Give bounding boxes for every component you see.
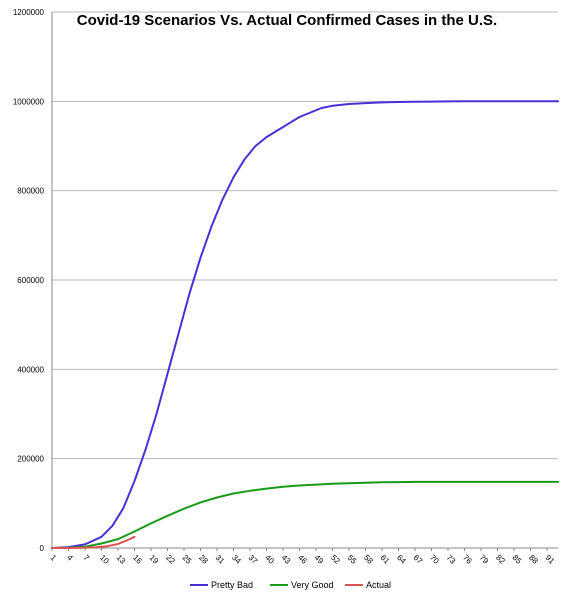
legend-label: Actual [366, 580, 391, 590]
x-tick-label: 7 [82, 553, 92, 563]
x-tick-label: 1 [49, 553, 59, 563]
y-tick-label: 1200000 [13, 8, 45, 17]
y-tick-label: 800000 [17, 187, 44, 196]
legend: Pretty Bad Very Good Actual [190, 580, 391, 590]
series-lines [51, 100, 559, 549]
y-tick-label: 400000 [17, 365, 44, 374]
series-line-pretty-bad [51, 100, 559, 549]
legend-label: Very Good [291, 580, 334, 590]
grid-lines [52, 11, 558, 549]
series-line-actual [51, 535, 136, 549]
y-tick-label: 0 [40, 544, 45, 553]
y-tick-label: 1000000 [13, 97, 45, 106]
series-line-very-good [51, 480, 559, 549]
x-tick-label: 4 [65, 553, 75, 563]
chart-title: Covid-19 Scenarios Vs. Actual Confirmed … [77, 12, 497, 29]
y-tick-label: 200000 [17, 455, 44, 464]
y-tick-label: 600000 [17, 276, 44, 285]
legend-label: Pretty Bad [211, 580, 253, 590]
